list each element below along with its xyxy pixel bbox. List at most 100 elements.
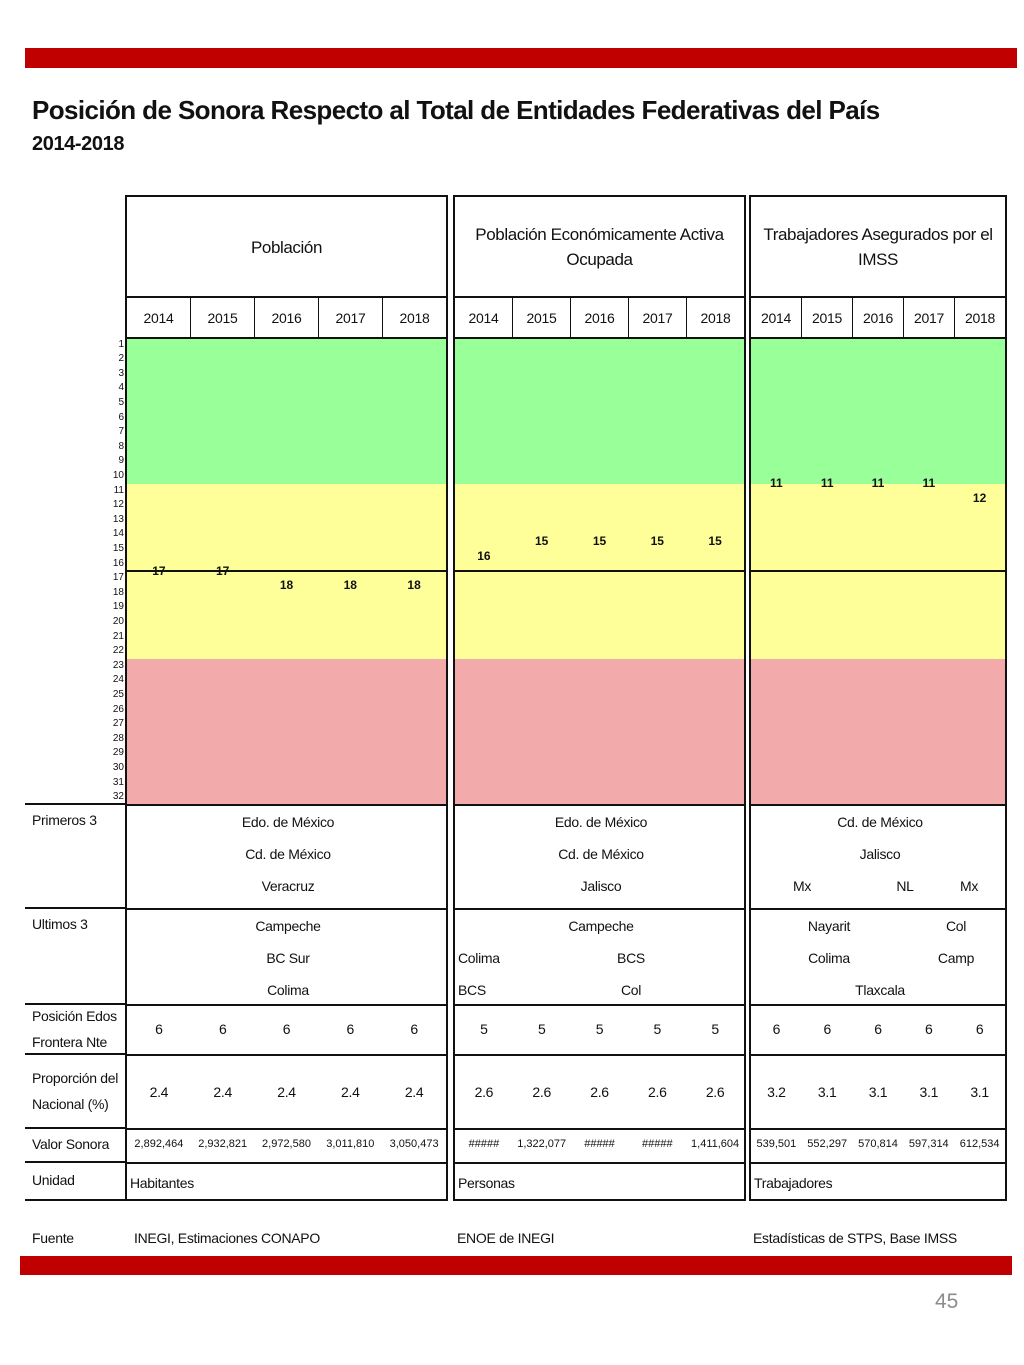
year-cell: 2014 <box>751 297 802 339</box>
year-cell: 2017 <box>319 297 383 339</box>
posicion-value: 5 <box>537 1021 546 1037</box>
rank-number: 20 <box>112 615 124 627</box>
band-separator <box>751 570 1005 572</box>
header-divider <box>455 296 744 298</box>
proporcion-value: 3.2 <box>767 1084 786 1100</box>
proporcion-value: 3.1 <box>868 1084 888 1100</box>
panel-poblacion: Población 2014 2015 2016 2017 2018 Edo. … <box>125 195 448 1201</box>
rank-marker: 15 <box>650 534 664 549</box>
ultimos-1: Campeche <box>255 918 321 934</box>
ultimos-1: Campeche <box>568 918 634 934</box>
panel-header: Trabajadores Asegurados por el IMSS <box>763 225 993 269</box>
year-cell: 2017 <box>629 297 687 339</box>
valor-value: ##### <box>642 1138 673 1150</box>
year-cell: 2016 <box>571 297 629 339</box>
top-red-bar <box>25 48 1017 68</box>
fuente-label: Fuente <box>32 1230 74 1246</box>
header-divider <box>751 296 1005 298</box>
ultimos-2b: Camp <box>937 950 975 966</box>
posicion-value: 6 <box>282 1021 291 1037</box>
band-separator <box>127 570 446 572</box>
band-top-ranks <box>751 339 1005 484</box>
posicion-value: 6 <box>772 1021 781 1037</box>
year-cell: 2018 <box>700 310 731 326</box>
rank-number: 30 <box>112 761 124 773</box>
rank-number: 24 <box>112 674 124 686</box>
year-cell: 2015 <box>191 297 255 339</box>
row-divider <box>751 1128 1005 1130</box>
year-cell: 2016 <box>853 297 904 339</box>
posicion-value: 6 <box>218 1021 227 1037</box>
proporcion-value: 2.4 <box>341 1084 360 1100</box>
band-bottom-ranks <box>751 659 1005 804</box>
posicion-value: 6 <box>410 1021 418 1037</box>
proporcion-value: 2.6 <box>590 1084 609 1100</box>
rank-number: 18 <box>112 586 124 598</box>
panel-header: Población Económicamente Activa Ocupada <box>475 225 724 269</box>
row-label-posicion-1: Posición Edos <box>32 1008 117 1024</box>
proporcion-value: 2.6 <box>648 1084 667 1100</box>
unidad-value: Personas <box>458 1175 515 1191</box>
row-divider <box>25 1199 126 1201</box>
ultimos-1a: Nayarit <box>807 918 851 934</box>
rank-marker: 17 <box>152 563 166 578</box>
valor-value: 597,314 <box>908 1138 949 1150</box>
rank-number: 5 <box>118 396 124 408</box>
valor-value: ##### <box>468 1138 500 1150</box>
year-cell: 2015 <box>802 297 853 339</box>
valor-value: 539,501 <box>756 1138 797 1150</box>
row-label-posicion-2: Frontera Nte <box>32 1034 107 1050</box>
band-bottom-ranks <box>127 659 446 804</box>
rank-number: 13 <box>112 513 124 525</box>
rank-number: 29 <box>112 747 124 759</box>
rank-number: 25 <box>112 688 124 700</box>
rank-number: 4 <box>118 382 124 394</box>
primeros-1: Edo. de México <box>554 814 648 830</box>
posicion-value: 6 <box>346 1021 355 1037</box>
row-label-proporcion-1: Proporción del <box>32 1070 119 1086</box>
posicion-value: 6 <box>823 1021 831 1037</box>
proporcion-value: 3.1 <box>817 1084 837 1100</box>
row-divider <box>25 803 126 805</box>
years-divider <box>455 337 744 339</box>
row-divider <box>25 1053 126 1055</box>
row-divider <box>127 908 446 910</box>
primeros-3b: NL <box>896 878 914 894</box>
unidad-value: Habitantes <box>130 1175 194 1191</box>
rank-number: 27 <box>112 718 124 730</box>
rank-number: 9 <box>118 455 124 467</box>
year-header-row: 2014 2015 2016 2017 2018 <box>455 297 744 339</box>
header-divider <box>127 296 446 298</box>
proporcion-value: 2.4 <box>404 1084 424 1100</box>
year-cell: 2018 <box>965 310 995 326</box>
rank-number: 15 <box>112 542 124 554</box>
ultimos-1b: Col <box>945 918 967 934</box>
row-label-proporcion-2: Nacional (%) <box>32 1096 109 1112</box>
valor-value: 552,297 <box>807 1138 848 1150</box>
grid-divider <box>455 804 744 806</box>
valor-value: 2,932,821 <box>198 1138 248 1150</box>
rank-marker: 11 <box>820 476 834 490</box>
year-cell: 2016 <box>255 297 319 339</box>
primeros-3c: Mx <box>959 878 979 894</box>
rank-marker: 15 <box>592 534 607 549</box>
fuente-pea: ENOE de INEGI <box>457 1230 555 1246</box>
proporcion-value: 2.4 <box>277 1084 296 1100</box>
rank-number: 11 <box>113 484 124 496</box>
posicion-value: 6 <box>874 1021 882 1037</box>
rank-marker: 15 <box>535 534 549 549</box>
valor-value: 2,972,580 <box>262 1138 311 1150</box>
rank-number: 6 <box>118 411 124 423</box>
posicion-value: 5 <box>480 1021 488 1037</box>
years-divider <box>751 337 1005 339</box>
row-divider <box>751 908 1005 910</box>
page-subtitle: 2014-2018 <box>32 133 125 155</box>
valor-value: 3,050,473 <box>389 1138 439 1150</box>
row-label-valor: Valor Sonora <box>32 1136 110 1152</box>
proporcion-value: 2.4 <box>149 1084 169 1100</box>
primeros-3: Jalisco <box>580 878 622 894</box>
rank-marker: 11 <box>922 476 936 490</box>
primeros-1: Cd. de México <box>837 814 923 830</box>
bottom-red-bar <box>20 1256 1012 1275</box>
valor-value: 3,011,810 <box>326 1138 375 1150</box>
